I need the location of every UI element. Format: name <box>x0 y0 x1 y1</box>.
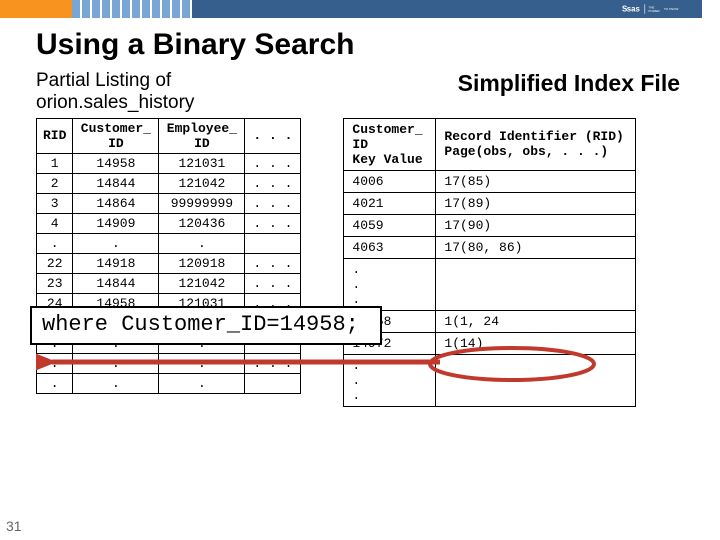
topbar-dots <box>72 0 192 18</box>
table-cell <box>436 258 636 310</box>
table-cell: . . . <box>344 354 436 406</box>
table-cell: . . . <box>344 258 436 310</box>
table-row: 406317(80, 86) <box>344 236 636 258</box>
table-cell: 14909 <box>73 213 159 233</box>
table-cell: 22 <box>37 253 73 273</box>
table-row: 400617(85) <box>344 170 636 192</box>
data-table-body: 114958121031. . .214844121042. . .314864… <box>37 153 301 393</box>
table-cell: 14844 <box>73 173 159 193</box>
table-cell: . <box>159 353 245 373</box>
table-cell: 120918 <box>159 253 245 273</box>
table-cell: . <box>37 353 73 373</box>
table-cell: . . . <box>245 213 301 233</box>
table-row: 402117(89) <box>344 192 636 214</box>
table-cell: . <box>159 373 245 393</box>
th-key: Customer_ ID Key Value <box>344 118 436 170</box>
table-cell: 121042 <box>159 173 245 193</box>
table-cell: 4021 <box>344 192 436 214</box>
sas-logo-icon: S sas THE POWER TO KNOW <box>622 3 694 15</box>
table-row: 2214918120918. . . <box>37 253 301 273</box>
table-cell: . <box>37 373 73 393</box>
table-row: 214844121042. . . <box>37 173 301 193</box>
table-cell: . <box>159 233 245 253</box>
table-row: . . . <box>344 354 636 406</box>
table-cell: 121042 <box>159 273 245 293</box>
subtitle-left: Partial Listing of orion.sales_history <box>36 70 194 114</box>
table-cell: . . . <box>245 273 301 293</box>
table-cell: . . . <box>245 153 301 173</box>
table-row: ... <box>37 373 301 393</box>
table-row: 31486499999999. . . <box>37 193 301 213</box>
table-cell: 14864 <box>73 193 159 213</box>
table-cell: 14918 <box>73 253 159 273</box>
table-cell: 14844 <box>73 273 159 293</box>
table-row: 114958121031. . . <box>37 153 301 173</box>
table-cell: . . . <box>245 173 301 193</box>
th-val: Record Identifier (RID) Page(obs, obs, .… <box>436 118 636 170</box>
table-cell <box>436 354 636 406</box>
table-cell <box>245 233 301 253</box>
slide-title: Using a Binary Search <box>36 28 704 62</box>
table-cell: . <box>73 353 159 373</box>
table-cell: 4063 <box>344 236 436 258</box>
table-cell <box>245 373 301 393</box>
table-cell: 17(85) <box>436 170 636 192</box>
table-row: ... <box>37 233 301 253</box>
subtitle-right: Simplified Index File <box>458 70 680 97</box>
slide-body: Using a Binary Search Partial Listing of… <box>0 18 720 540</box>
table-cell: 14958 <box>73 153 159 173</box>
index-table: Customer_ ID Key Value Record Identifier… <box>343 118 636 407</box>
index-table-body: 400617(85)402117(89)405917(90)406317(80,… <box>344 170 636 406</box>
table-cell: 4059 <box>344 214 436 236</box>
table-cell: . . . <box>245 193 301 213</box>
table-cell: 120436 <box>159 213 245 233</box>
data-table: RID Customer_ ID Employee_ ID . . . 1149… <box>36 118 301 394</box>
table-cell: . <box>37 233 73 253</box>
table-row: 405917(90) <box>344 214 636 236</box>
table-cell: 99999999 <box>159 193 245 213</box>
table-cell: 3 <box>37 193 73 213</box>
where-clause-text: where Customer_ID=14958; <box>42 312 359 337</box>
table-row: . . . <box>344 258 636 310</box>
logo-tagline-3: TO KNOW <box>664 7 678 11</box>
tables-row: RID Customer_ ID Employee_ ID . . . 1149… <box>36 118 704 407</box>
th-rid: RID <box>37 118 73 153</box>
table-cell: . . . <box>245 353 301 373</box>
table-cell: 121031 <box>159 153 245 173</box>
table-cell: 17(90) <box>436 214 636 236</box>
table-row: .... . . <box>37 353 301 373</box>
table-cell: . <box>73 373 159 393</box>
table-cell: 1(14) <box>436 332 636 354</box>
logo-tagline-2: POWER <box>648 9 660 13</box>
table-cell: 1(1, 24 <box>436 310 636 332</box>
topbar: S sas THE POWER TO KNOW <box>0 0 720 18</box>
subtitle-row: Partial Listing of orion.sales_history S… <box>36 70 704 114</box>
topbar-blue: S sas THE POWER TO KNOW <box>192 0 702 18</box>
table-row: 149721(14) <box>344 332 636 354</box>
where-overlay: where Customer_ID=14958; <box>30 306 382 345</box>
table-row: 414909120436. . . <box>37 213 301 233</box>
topbar-orange <box>0 0 72 18</box>
th-emp: Employee_ ID <box>159 118 245 153</box>
svg-text:sas: sas <box>627 4 641 13</box>
table-cell: 2 <box>37 173 73 193</box>
table-cell: 17(89) <box>436 192 636 214</box>
table-cell: 1 <box>37 153 73 173</box>
table-cell: 17(80, 86) <box>436 236 636 258</box>
table-cell: . <box>73 233 159 253</box>
table-cell: 23 <box>37 273 73 293</box>
table-row: 149581(1, 24 <box>344 310 636 332</box>
table-cell: 4006 <box>344 170 436 192</box>
th-dots: . . . <box>245 118 301 153</box>
table-cell: . . . <box>245 253 301 273</box>
topbar-right-gap <box>702 0 720 18</box>
th-cust: Customer_ ID <box>73 118 159 153</box>
table-cell: 4 <box>37 213 73 233</box>
page-number: 31 <box>6 518 22 534</box>
table-row: 2314844121042. . . <box>37 273 301 293</box>
